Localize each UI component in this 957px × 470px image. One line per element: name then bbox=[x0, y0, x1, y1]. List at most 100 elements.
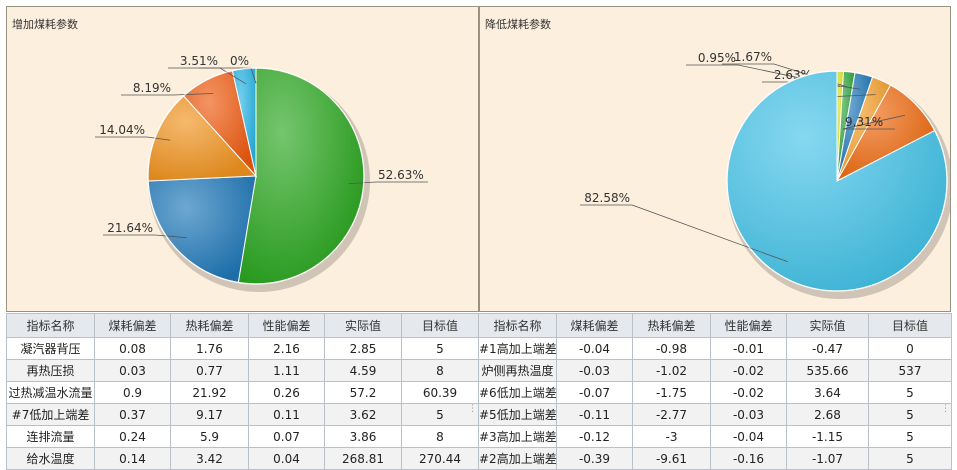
table-cell: 连排流量 bbox=[6, 425, 95, 448]
column-header[interactable]: 性能偏差 bbox=[710, 313, 787, 338]
table-cell: -9.61 bbox=[632, 447, 711, 470]
column-header[interactable]: 目标值 bbox=[868, 313, 952, 338]
table-row[interactable]: #5低加上端差 -0.11 -2.77 -0.03 2.68 5 bbox=[478, 403, 952, 426]
table-row[interactable]: #6低加上端差 -0.07 -1.75 -0.02 3.64 5 bbox=[478, 381, 952, 404]
table-cell: -0.98 bbox=[632, 337, 711, 360]
pie-slice-label: 52.63% bbox=[378, 168, 424, 182]
table-cell: -3 bbox=[632, 425, 711, 448]
table-cell: 5 bbox=[868, 425, 952, 448]
table-row[interactable]: #7低加上端差 0.37 9.17 0.11 3.62 5 bbox=[6, 403, 479, 426]
table-cell: -0.04 bbox=[556, 337, 633, 360]
table-cell: #3高加上端差 bbox=[478, 425, 557, 448]
left-chart-title: 增加煤耗参数 bbox=[12, 18, 78, 31]
table-cell: 0.08 bbox=[94, 337, 171, 360]
data-tables: 指标名称 煤耗偏差 热耗偏差 性能偏差 实际值 目标值 凝汽器背压 0.08 1.76 2.16… bbox=[6, 313, 952, 470]
table-row[interactable]: 炉侧再热温度 -0.03 -1.02 -0.02 535.66 537 bbox=[478, 359, 952, 382]
table-row[interactable]: #2高加上端差 -0.39 -9.61 -0.16 -1.07 5 bbox=[478, 447, 952, 470]
increase-coal-pie-chart: 52.63% 21.64% 14.04% 8.19% 3.51% 0% bbox=[95, 54, 428, 292]
pie-slice-label: 82.58% bbox=[584, 191, 630, 205]
table-cell: #1高加上端差 bbox=[478, 337, 557, 360]
column-header[interactable]: 性能偏差 bbox=[248, 313, 325, 338]
table-cell: 268.81 bbox=[324, 447, 402, 470]
table-cell: 57.2 bbox=[324, 381, 402, 404]
table-cell: 3.62 bbox=[324, 403, 402, 426]
column-header[interactable]: 煤耗偏差 bbox=[94, 313, 171, 338]
table-cell: -0.47 bbox=[786, 337, 869, 360]
table-cell: 1.76 bbox=[170, 337, 249, 360]
pie-slice-label: 1.67% bbox=[734, 50, 772, 64]
column-header[interactable]: 实际值 bbox=[786, 313, 869, 338]
pie-slice-label: 0% bbox=[230, 54, 249, 68]
right-chart-panel: 降低煤耗参数 0.95%1.67%2.63%2.86%9.31%82.58% bbox=[479, 6, 951, 312]
table-row[interactable]: #3高加上端差 -0.12 -3 -0.04 -1.15 5 bbox=[478, 425, 952, 448]
table-cell: -0.39 bbox=[556, 447, 633, 470]
increase-coal-table: 指标名称 煤耗偏差 热耗偏差 性能偏差 实际值 目标值 凝汽器背压 0.08 1.76 2.16… bbox=[6, 313, 479, 470]
table-cell: 炉侧再热温度 bbox=[478, 359, 557, 382]
column-header[interactable]: 指标名称 bbox=[478, 313, 557, 338]
table-cell: 2.85 bbox=[324, 337, 402, 360]
pie-leader-line bbox=[95, 136, 171, 141]
table-row[interactable]: 再热压损 0.03 0.77 1.11 4.59 8 bbox=[6, 359, 479, 382]
table-cell: 5 bbox=[401, 337, 479, 360]
pie-slice-label: 14.04% bbox=[99, 123, 145, 137]
pie-slice[interactable] bbox=[147, 175, 257, 284]
column-header[interactable]: 热耗偏差 bbox=[170, 313, 249, 338]
table-cell: 0.37 bbox=[94, 403, 171, 426]
table-cell: 0.77 bbox=[170, 359, 249, 382]
table-cell: 0.14 bbox=[94, 447, 171, 470]
resize-grip-icon[interactable]: ⋮ bbox=[941, 404, 950, 414]
table-cell: -1.02 bbox=[632, 359, 711, 382]
pie-leader-line bbox=[842, 114, 906, 130]
table-cell: 2.68 bbox=[786, 403, 869, 426]
table-cell: 凝汽器背压 bbox=[6, 337, 95, 360]
table-cell: 3.86 bbox=[324, 425, 402, 448]
table-cell: -0.01 bbox=[710, 337, 787, 360]
right-chart-title: 降低煤耗参数 bbox=[485, 18, 551, 31]
pie-leader-line bbox=[580, 204, 788, 263]
table-cell: 1.11 bbox=[248, 359, 325, 382]
table-row[interactable]: 连排流量 0.24 5.9 0.07 3.86 8 bbox=[6, 425, 479, 448]
table-cell: #7低加上端差 bbox=[6, 403, 95, 426]
table-cell: 过热减温水流量 bbox=[6, 381, 95, 404]
table-cell: 0.04 bbox=[248, 447, 325, 470]
table-cell: -0.11 bbox=[556, 403, 633, 426]
table-row[interactable]: 过热减温水流量 0.9 21.92 0.26 57.2 60.39 bbox=[6, 381, 479, 404]
table-cell: 0 bbox=[868, 337, 952, 360]
table-row[interactable]: 凝汽器背压 0.08 1.76 2.16 2.85 5 bbox=[6, 337, 479, 360]
table-cell: 4.59 bbox=[324, 359, 402, 382]
column-header[interactable]: 指标名称 bbox=[6, 313, 95, 338]
column-header[interactable]: 热耗偏差 bbox=[632, 313, 711, 338]
table-cell: 60.39 bbox=[401, 381, 479, 404]
table-cell: 0.11 bbox=[248, 403, 325, 426]
table-header-row: 指标名称 煤耗偏差 热耗偏差 性能偏差 实际值 目标值 bbox=[478, 313, 952, 338]
table-cell: -0.07 bbox=[556, 381, 633, 404]
table-cell: 0.24 bbox=[94, 425, 171, 448]
column-header[interactable]: 目标值 bbox=[401, 313, 479, 338]
table-cell: 5 bbox=[868, 403, 952, 426]
table-cell: -2.77 bbox=[632, 403, 711, 426]
decrease-coal-pie-chart: 0.95%1.67%2.63%2.86%9.31%82.58% bbox=[580, 50, 950, 299]
table-cell: 9.17 bbox=[170, 403, 249, 426]
table-cell: 535.66 bbox=[786, 359, 869, 382]
table-cell: 8 bbox=[401, 359, 479, 382]
table-row[interactable]: 给水温度 0.14 3.42 0.04 268.81 270.44 bbox=[6, 447, 479, 470]
pie-slice[interactable] bbox=[237, 67, 365, 285]
table-row[interactable]: #1高加上端差 -0.04 -0.98 -0.01 -0.47 0 bbox=[478, 337, 952, 360]
pie-slice-label: 21.64% bbox=[107, 221, 153, 235]
table-cell: 0.03 bbox=[94, 359, 171, 382]
table-cell: 0.07 bbox=[248, 425, 325, 448]
table-cell: 再热压损 bbox=[6, 359, 95, 382]
table-cell: 5 bbox=[868, 447, 952, 470]
table-cell: 537 bbox=[868, 359, 952, 382]
table-cell: 5 bbox=[868, 381, 952, 404]
resize-grip-icon[interactable]: ⋮ bbox=[468, 404, 477, 414]
table-cell: 21.92 bbox=[170, 381, 249, 404]
column-header[interactable]: 实际值 bbox=[324, 313, 402, 338]
pie-leader-line bbox=[103, 234, 187, 239]
table-cell: -0.12 bbox=[556, 425, 633, 448]
table-cell: -0.04 bbox=[710, 425, 787, 448]
table-cell: #2高加上端差 bbox=[478, 447, 557, 470]
column-header[interactable]: 煤耗偏差 bbox=[556, 313, 633, 338]
table-cell: 5 bbox=[401, 403, 479, 426]
decrease-coal-table: 指标名称 煤耗偏差 热耗偏差 性能偏差 实际值 目标值 #1高加上端差 -0.04 -0.98… bbox=[478, 313, 952, 470]
